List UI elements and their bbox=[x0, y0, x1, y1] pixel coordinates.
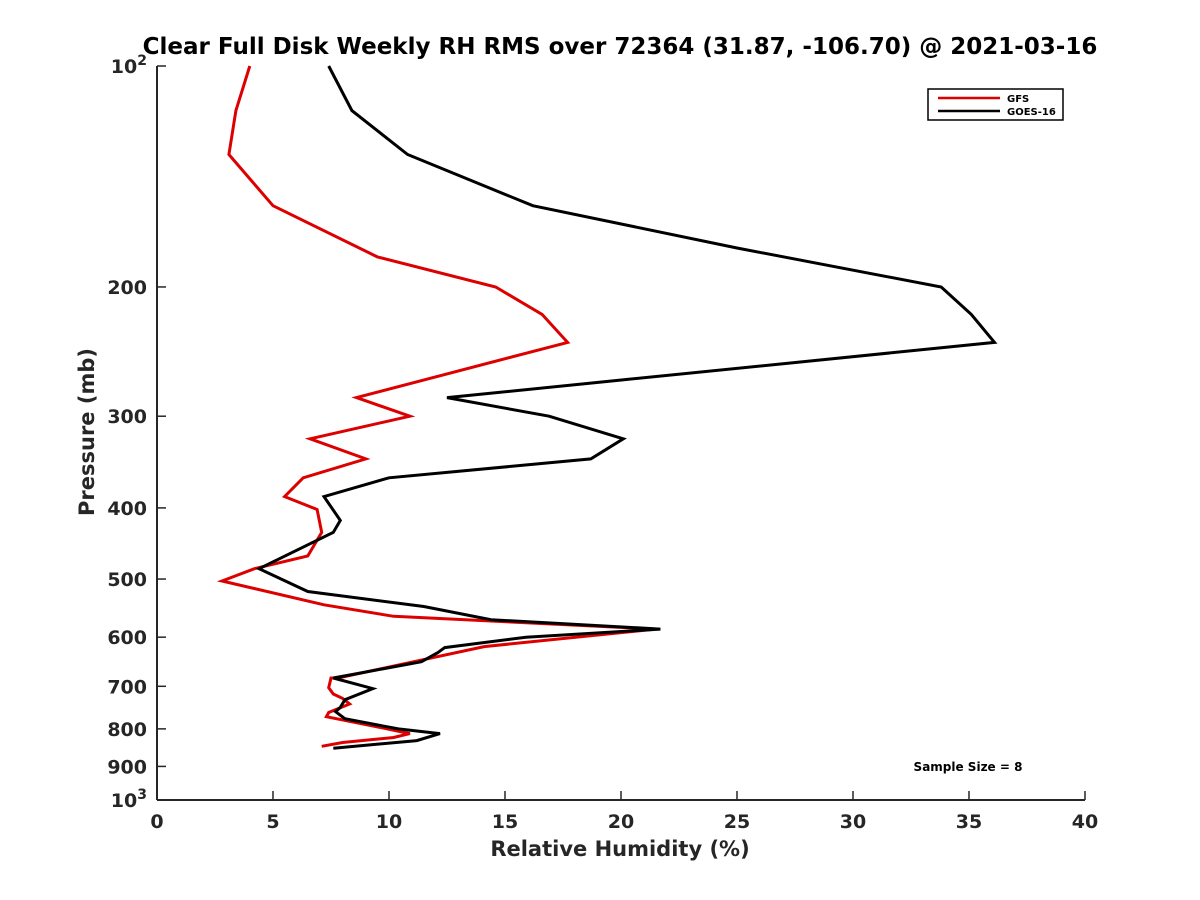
chart-title: Clear Full Disk Weekly RH RMS over 72364… bbox=[143, 34, 1098, 60]
y-tick-label: 500 bbox=[107, 569, 147, 591]
y-tick-label: 103 bbox=[111, 787, 147, 812]
x-tick-label: 0 bbox=[150, 811, 163, 833]
y-tick-label: 900 bbox=[107, 756, 147, 778]
y-tick-label: 200 bbox=[107, 277, 147, 299]
x-tick-label: 35 bbox=[956, 811, 982, 833]
x-tick-label: 15 bbox=[492, 811, 518, 833]
x-tick-label: 30 bbox=[840, 811, 866, 833]
legend bbox=[927, 88, 1064, 121]
y-tick-label: 300 bbox=[107, 406, 147, 428]
x-tick-label: 5 bbox=[266, 811, 279, 833]
legend-items: GFS GOES-16 bbox=[938, 94, 1056, 118]
x-tick-label: 25 bbox=[724, 811, 750, 833]
plot-area: 0 5 10 15 20 25 30 35 40 102 200 300 400 500 600 700 800… bbox=[107, 53, 1098, 833]
x-tick-label: 20 bbox=[608, 811, 634, 833]
sample-size-annotation: Sample Size = 8 bbox=[914, 760, 1023, 774]
x-axis-label: Relative Humidity (%) bbox=[490, 837, 749, 861]
y-tick-label: 400 bbox=[107, 498, 147, 520]
y-axis-label: Pressure (mb) bbox=[75, 348, 99, 516]
legend-label: GFS bbox=[1007, 94, 1029, 105]
legend-label: GOES-16 bbox=[1007, 107, 1056, 118]
y-tick-label: 102 bbox=[111, 53, 147, 78]
x-tick-label: 10 bbox=[376, 811, 402, 833]
series-line-goes-16 bbox=[255, 65, 998, 750]
series-line-gfs bbox=[216, 65, 656, 748]
y-tick-label: 800 bbox=[107, 719, 147, 741]
x-tick-label: 40 bbox=[1072, 811, 1098, 833]
y-tick-label: 700 bbox=[107, 676, 147, 698]
y-tick-label: 600 bbox=[107, 627, 147, 649]
